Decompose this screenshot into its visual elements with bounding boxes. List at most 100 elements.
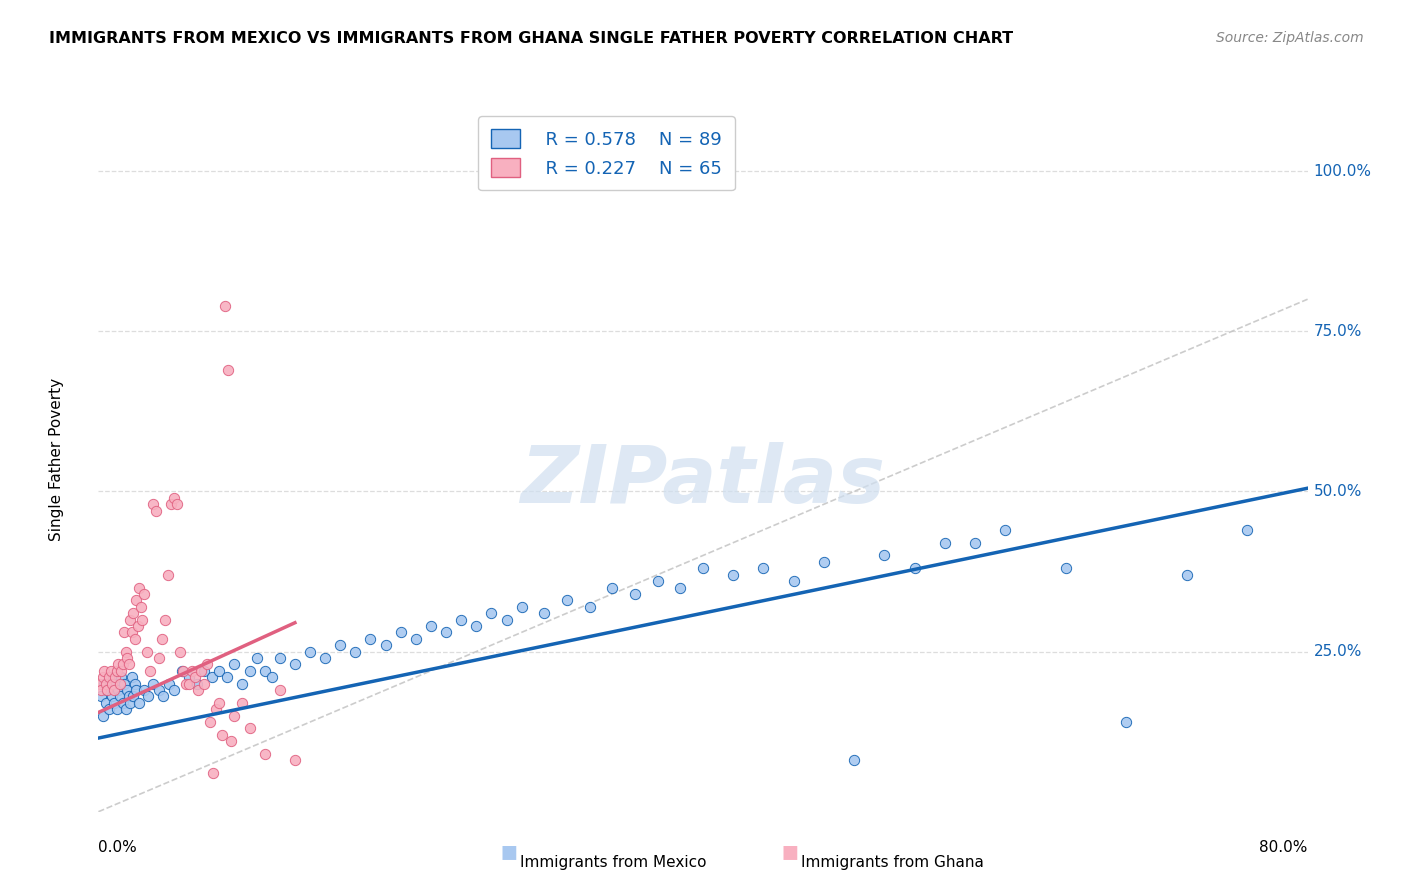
Point <box>262 670 284 684</box>
Point <box>1312 523 1334 537</box>
Text: 100.0%: 100.0% <box>1313 163 1372 178</box>
Point <box>669 581 692 595</box>
Point <box>121 670 143 684</box>
Point <box>374 638 396 652</box>
Text: 50.0%: 50.0% <box>1313 484 1362 499</box>
Point <box>89 676 111 690</box>
Point <box>965 535 987 549</box>
Text: 80.0%: 80.0% <box>1260 840 1308 855</box>
Point <box>284 657 307 672</box>
Text: 25.0%: 25.0% <box>1313 644 1362 659</box>
Text: 75.0%: 75.0% <box>1313 324 1362 339</box>
Text: ▪: ▪ <box>499 838 517 865</box>
Point <box>873 549 896 563</box>
Point <box>152 690 174 704</box>
Point <box>148 683 170 698</box>
Point <box>145 503 167 517</box>
Text: IMMIGRANTS FROM MEXICO VS IMMIGRANTS FROM GHANA SINGLE FATHER POVERTY CORRELATIO: IMMIGRANTS FROM MEXICO VS IMMIGRANTS FRO… <box>49 31 1014 46</box>
Point <box>533 606 555 620</box>
Point <box>94 696 117 710</box>
Point <box>205 702 228 716</box>
Point <box>110 664 132 678</box>
Point <box>159 676 181 690</box>
Point <box>269 683 291 698</box>
Point <box>90 690 112 704</box>
Point <box>100 670 122 684</box>
Point <box>420 619 443 633</box>
Point <box>202 766 225 780</box>
Point <box>201 670 224 684</box>
Point <box>129 599 152 614</box>
Point <box>344 644 367 658</box>
Text: Immigrants from Mexico: Immigrants from Mexico <box>520 855 707 870</box>
Point <box>115 683 138 698</box>
Point <box>208 664 231 678</box>
Point <box>93 676 115 690</box>
Point <box>481 606 503 620</box>
Point <box>142 497 165 511</box>
Point <box>163 491 186 505</box>
Point <box>186 676 208 690</box>
Point <box>150 632 173 646</box>
Point <box>934 535 956 549</box>
Point <box>98 702 121 716</box>
Text: 0.0%: 0.0% <box>98 840 138 855</box>
Point <box>389 625 412 640</box>
Point <box>153 613 176 627</box>
Point <box>91 670 114 684</box>
Point <box>131 613 153 627</box>
Text: ▪: ▪ <box>780 838 799 865</box>
Point <box>193 676 215 690</box>
Point <box>101 676 124 690</box>
Point <box>148 651 170 665</box>
Point <box>103 696 125 710</box>
Point <box>450 613 472 627</box>
Point <box>208 696 231 710</box>
Point <box>108 690 131 704</box>
Point <box>118 690 141 704</box>
Point <box>184 670 207 684</box>
Point <box>125 683 148 698</box>
Point <box>135 644 157 658</box>
Point <box>647 574 669 588</box>
Point <box>93 664 115 678</box>
Point <box>120 696 142 710</box>
Point <box>239 722 262 736</box>
Point <box>96 683 118 698</box>
Point <box>813 555 835 569</box>
Point <box>231 676 253 690</box>
Point <box>844 754 866 768</box>
Point <box>246 651 269 665</box>
Point <box>174 676 197 690</box>
Text: Single Father Poverty: Single Father Poverty <box>49 378 63 541</box>
Point <box>994 523 1017 537</box>
Point <box>253 664 276 678</box>
Point <box>172 664 194 678</box>
Point <box>231 696 253 710</box>
Point <box>128 696 150 710</box>
Point <box>122 606 145 620</box>
Point <box>434 625 457 640</box>
Point <box>193 664 215 678</box>
Point <box>120 613 142 627</box>
Point <box>1054 561 1077 575</box>
Point <box>100 664 122 678</box>
Point <box>132 587 155 601</box>
Point <box>98 670 121 684</box>
Text: Source: ZipAtlas.com: Source: ZipAtlas.com <box>1216 31 1364 45</box>
Point <box>752 561 775 575</box>
Point <box>124 676 146 690</box>
Point <box>104 676 127 690</box>
Text: Immigrants from Ghana: Immigrants from Ghana <box>801 855 984 870</box>
Point <box>122 690 145 704</box>
Legend:   R = 0.578    N = 89,   R = 0.227    N = 65: R = 0.578 N = 89, R = 0.227 N = 65 <box>478 116 734 190</box>
Point <box>904 561 927 575</box>
Point <box>179 676 201 690</box>
Point <box>107 683 129 698</box>
Point <box>181 664 204 678</box>
Point <box>211 728 233 742</box>
Point <box>94 676 117 690</box>
Point <box>121 625 143 640</box>
Point <box>215 670 238 684</box>
Point <box>360 632 382 646</box>
